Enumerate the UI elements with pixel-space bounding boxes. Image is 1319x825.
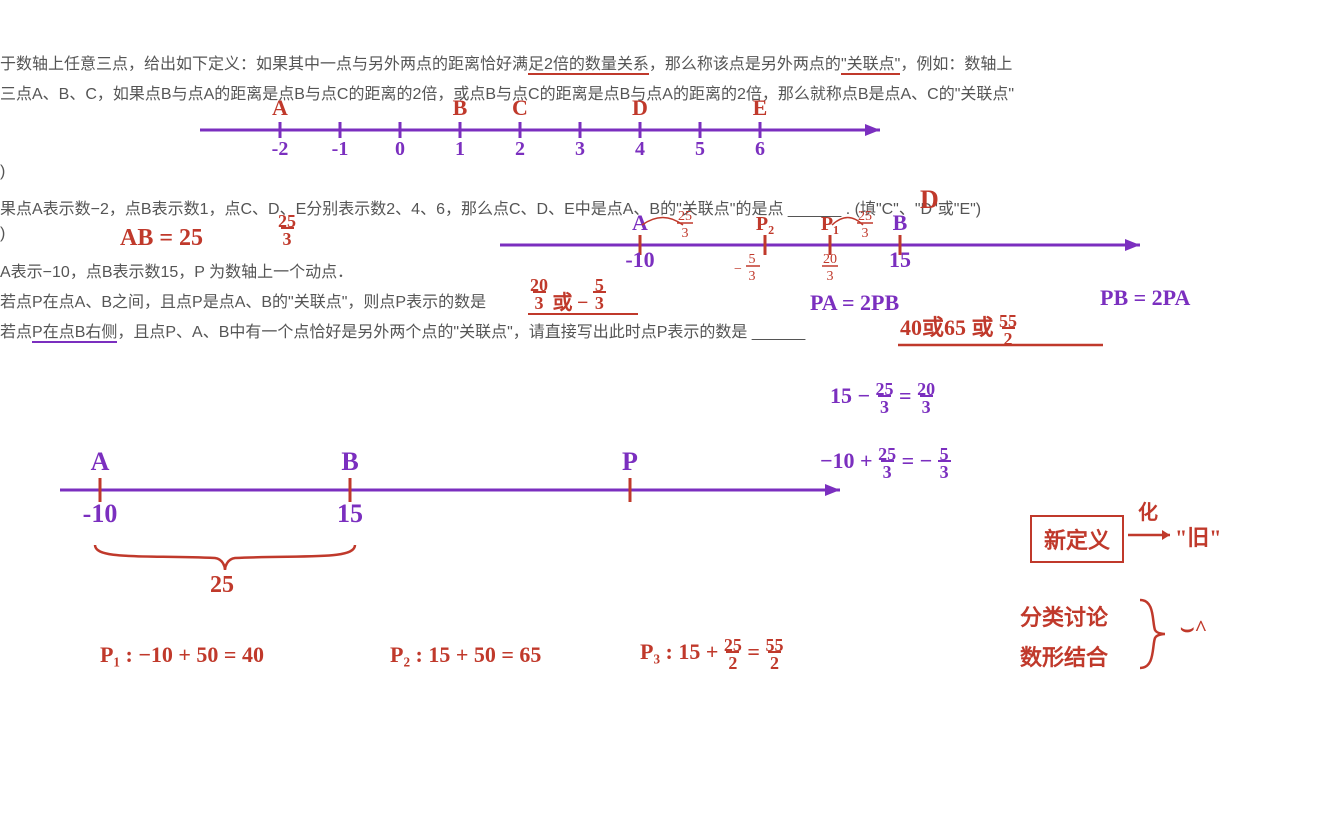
svg-text:25: 25	[678, 209, 692, 224]
svg-text:3: 3	[682, 226, 689, 241]
svg-text:4: 4	[635, 138, 645, 160]
svg-text:-2: -2	[272, 138, 289, 160]
svg-text:P: P	[622, 447, 638, 476]
svg-text:3: 3	[749, 269, 756, 284]
new-definition-box: 新定义	[1030, 515, 1124, 563]
svg-text:0: 0	[395, 138, 405, 160]
answer-2c-underline	[898, 343, 1108, 349]
svg-text:20: 20	[823, 252, 837, 267]
note-2: 数形结合	[1020, 640, 1108, 672]
p2-calc: P₂ : 15 + 50 = 65	[390, 642, 541, 668]
svg-text:A: A	[272, 95, 288, 120]
svg-text:1: 1	[455, 138, 465, 160]
frac-25-3-a: 253	[278, 212, 296, 248]
svg-text:P₂: P₂	[756, 213, 774, 235]
svg-text:C: C	[512, 95, 528, 120]
numberline-1: -2-10 123 456 ABC DE	[200, 100, 900, 160]
question-2a: A表示−10，点B表示数15，P 为数轴上一个动点．	[0, 258, 353, 282]
svg-text:6: 6	[755, 138, 765, 160]
note-1: 分类讨论	[1020, 600, 1108, 632]
question-2b: 若点P在点A、B之间，且点P是点A、B的"关联点"，则点P表示的数是	[0, 288, 486, 312]
svg-text:3: 3	[575, 138, 585, 160]
svg-text:15: 15	[337, 499, 363, 528]
numberline-3: A B P -10 15	[60, 450, 860, 530]
svg-text:B: B	[341, 447, 358, 476]
answer-2b: 203 或 − 53	[530, 276, 606, 313]
svg-text:2: 2	[515, 138, 525, 160]
svg-text:P₁: P₁	[821, 213, 839, 235]
pb-2pa: PB = 2PA	[1100, 285, 1190, 311]
svg-text:3: 3	[862, 226, 869, 241]
svg-text:3: 3	[827, 269, 834, 284]
answer-1: D	[920, 185, 939, 215]
svg-text:5: 5	[749, 252, 756, 267]
smile-icon: ⌣^	[1180, 615, 1207, 641]
paren-1: )	[0, 163, 5, 181]
pa-2pb: PA = 2PB	[810, 290, 899, 316]
p3-calc: P₃ : 15 + 252 = 552	[640, 636, 783, 672]
svg-text:B: B	[453, 95, 468, 120]
box-label-right: "旧"	[1175, 520, 1221, 552]
paren-2: )	[0, 225, 5, 243]
p1-calc: P₁ : −10 + 50 = 40	[100, 642, 264, 668]
calc-1: 15 − 253 = 203	[830, 380, 935, 416]
brace-label: 25	[210, 572, 234, 599]
svg-text:-1: -1	[332, 138, 349, 160]
svg-text:5: 5	[695, 138, 705, 160]
svg-text:D: D	[632, 95, 648, 120]
problem-line1: 于数轴上任意三点，给出如下定义：如果其中一点与另外两点的距离恰好满足2倍的数量关…	[0, 50, 1012, 74]
svg-text:A: A	[91, 447, 110, 476]
svg-text:-10: -10	[625, 247, 654, 272]
svg-text:−: −	[734, 262, 742, 277]
numberline-2: AB -1015 P₂P₁ 253 253 53− 203	[500, 215, 1160, 275]
svg-text:15: 15	[889, 247, 911, 272]
box-label-top: 化	[1138, 496, 1158, 525]
question-2c: 若点P在点B右侧，且点P、A、B中有一个点恰好是另外两个点的"关联点"，请直接写…	[0, 318, 805, 342]
svg-text:-10: -10	[83, 499, 118, 528]
svg-text:B: B	[893, 210, 908, 235]
svg-text:E: E	[753, 95, 768, 120]
ab-equals-25: AB = 25	[120, 225, 203, 252]
